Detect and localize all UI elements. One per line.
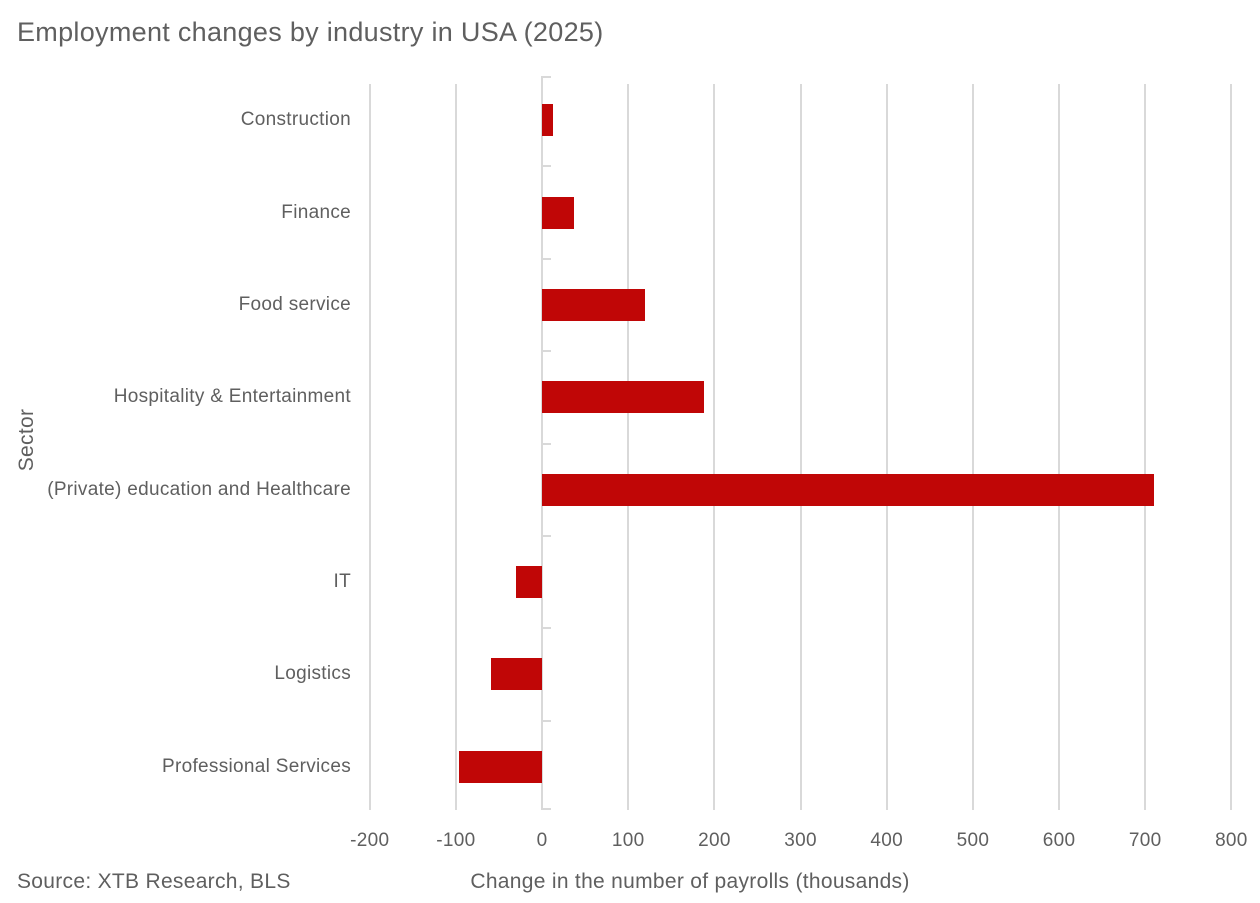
gridline-x-700 xyxy=(1144,84,1147,810)
x-tick-label--200: -200 xyxy=(350,830,390,851)
category-boundary-tick xyxy=(541,165,552,168)
x-tick-label-600: 600 xyxy=(1042,830,1076,851)
category-boundary-tick xyxy=(541,350,552,353)
gridline-x-400 xyxy=(885,84,888,810)
x-axis-label: Change in the number of payrolls (thousa… xyxy=(470,870,910,893)
x-tick-label-300: 300 xyxy=(784,830,817,851)
x-tick-label--100: -100 xyxy=(436,830,476,851)
zero-axis-top-tick xyxy=(541,76,552,78)
x-tick-label-700: 700 xyxy=(1128,830,1162,851)
bar-private-education-and-healthcare xyxy=(542,473,1154,506)
category-boundary-tick xyxy=(541,534,552,537)
y-axis-label: Sector xyxy=(15,408,38,472)
category-boundary-tick xyxy=(541,442,552,445)
x-tick-label-800: 800 xyxy=(1215,830,1248,851)
bar-food-service xyxy=(542,288,646,321)
category-boundary-tick xyxy=(541,257,552,260)
bar-construction xyxy=(542,104,554,137)
category-boundary-tick xyxy=(541,719,552,722)
bar-hospitality-entertainment xyxy=(542,381,705,414)
x-tick-label-100: 100 xyxy=(611,830,645,851)
bar-finance xyxy=(542,196,574,229)
gridline-x-200 xyxy=(713,84,716,810)
category-label-construction: Construction xyxy=(240,109,351,131)
x-tick-label-0: 0 xyxy=(536,830,548,851)
zero-axis-bottom-tick xyxy=(541,808,552,810)
gridline-x-800 xyxy=(1230,84,1233,810)
category-label-finance: Finance xyxy=(281,201,351,223)
category-label-logistics: Logistics xyxy=(274,663,351,685)
source-note: Source: XTB Research, BLS xyxy=(17,870,291,893)
bar-professional-services xyxy=(458,750,543,783)
x-tick-label-500: 500 xyxy=(956,830,990,851)
gridline-x--100 xyxy=(454,84,457,810)
category-boundary-tick xyxy=(541,627,552,630)
gridline-x--200 xyxy=(368,84,371,810)
x-tick-label-200: 200 xyxy=(698,830,731,851)
category-label-professional-services: Professional Services xyxy=(162,755,351,777)
bar-logistics xyxy=(491,658,543,691)
category-label-it: IT xyxy=(333,571,351,593)
gridline-x-100 xyxy=(627,84,630,810)
gridline-x-300 xyxy=(799,84,802,810)
gridline-x-600 xyxy=(1058,84,1061,810)
x-tick-label-400: 400 xyxy=(870,830,904,851)
category-label-private-education-and-healthcare: (Private) education and Healthcare xyxy=(47,478,351,500)
gridline-x-500 xyxy=(971,84,974,810)
chart-title: Employment changes by industry in USA (2… xyxy=(17,17,604,47)
bar-it xyxy=(516,566,543,599)
category-label-food-service: Food service xyxy=(238,293,351,315)
category-label-hospitality-entertainment: Hospitality & Entertainment xyxy=(113,386,351,408)
